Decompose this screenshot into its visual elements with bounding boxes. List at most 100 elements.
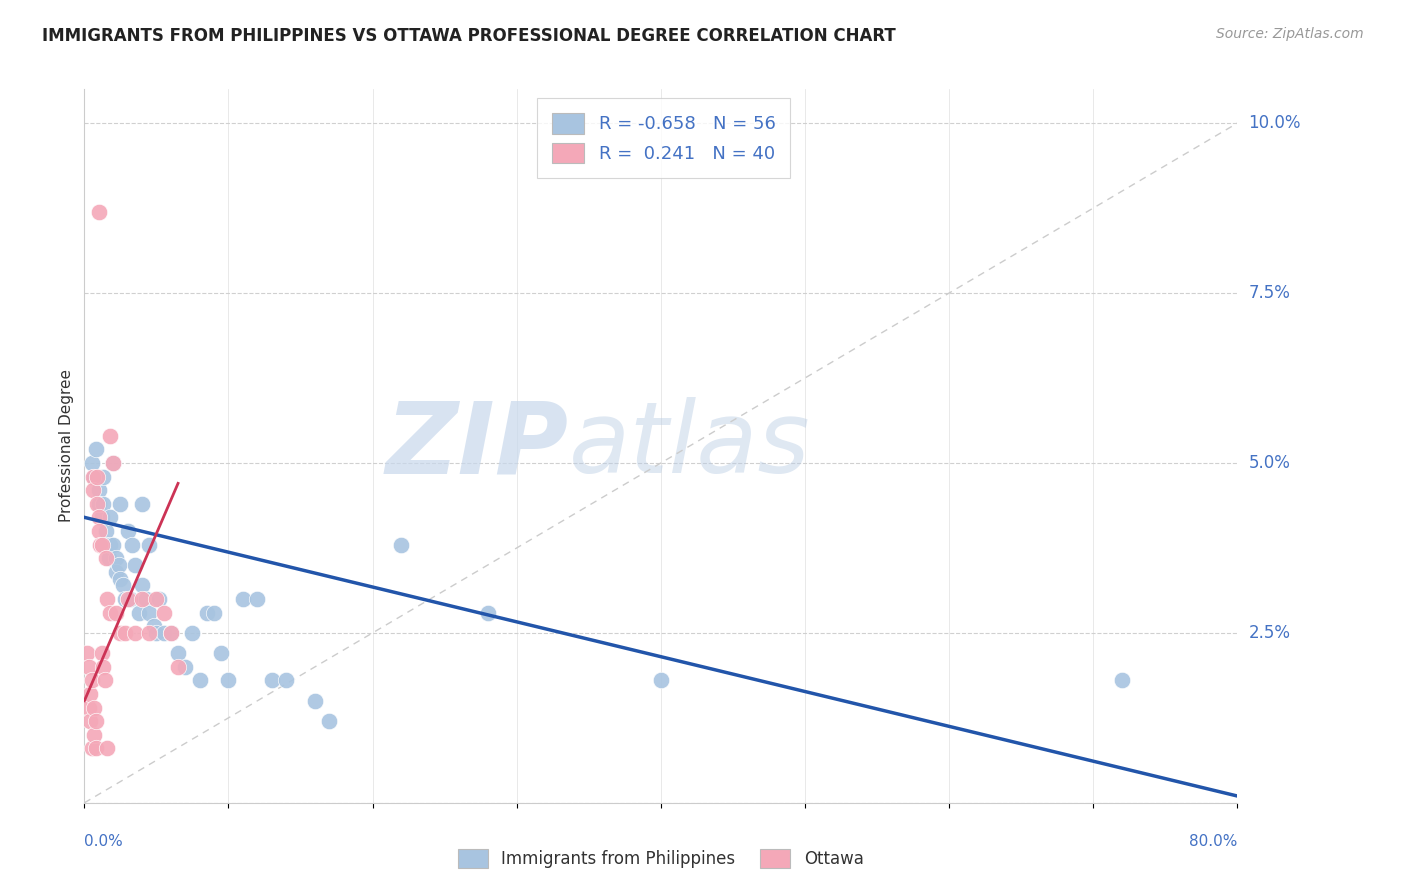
Point: [117, 591, 139, 606]
Point: [148, 591, 170, 606]
Point: [98, 510, 121, 524]
Point: [195, 606, 218, 620]
Point: [79, 687, 101, 701]
Point: [114, 591, 136, 606]
Point: [77, 700, 100, 714]
Point: [167, 646, 190, 660]
Point: [138, 606, 160, 620]
Point: [87, 524, 110, 538]
Point: [94, 524, 117, 538]
Point: [84, 714, 107, 729]
Legend: R = -0.658   N = 56, R =  0.241   N = 40: R = -0.658 N = 56, R = 0.241 N = 40: [537, 98, 790, 178]
Point: [112, 578, 135, 592]
Point: [117, 591, 139, 606]
Point: [83, 700, 105, 714]
Point: [98, 429, 121, 443]
Point: [83, 728, 105, 742]
Point: [477, 606, 499, 620]
Point: [232, 591, 254, 606]
Point: [124, 558, 146, 572]
Point: [120, 591, 142, 606]
Point: [84, 442, 107, 457]
Point: [160, 626, 183, 640]
Legend: Immigrants from Philippines, Ottawa: Immigrants from Philippines, Ottawa: [451, 842, 870, 875]
Point: [82, 469, 104, 483]
Point: [117, 524, 139, 538]
Point: [209, 646, 232, 660]
Point: [114, 626, 136, 640]
Point: [86, 497, 108, 511]
Point: [246, 591, 269, 606]
Point: [260, 673, 283, 688]
Point: [82, 483, 104, 498]
Point: [217, 673, 239, 688]
Point: [152, 606, 174, 620]
Point: [145, 626, 167, 640]
Point: [84, 741, 107, 756]
Text: 2.5%: 2.5%: [1249, 624, 1291, 642]
Point: [87, 204, 110, 219]
Point: [110, 572, 132, 586]
Point: [181, 626, 204, 640]
Point: [128, 606, 150, 620]
Point: [650, 673, 672, 688]
Point: [138, 626, 160, 640]
Point: [86, 469, 108, 483]
Point: [91, 497, 114, 511]
Point: [131, 497, 153, 511]
Point: [93, 673, 115, 688]
Text: atlas: atlas: [568, 398, 810, 494]
Point: [94, 551, 117, 566]
Point: [105, 565, 128, 579]
Text: 7.5%: 7.5%: [1249, 284, 1291, 302]
Text: IMMIGRANTS FROM PHILIPPINES VS OTTAWA PROFESSIONAL DEGREE CORRELATION CHART: IMMIGRANTS FROM PHILIPPINES VS OTTAWA PR…: [42, 27, 896, 45]
Point: [105, 606, 128, 620]
Point: [108, 558, 131, 572]
Point: [76, 646, 98, 660]
Point: [110, 497, 132, 511]
Point: [304, 694, 326, 708]
Point: [77, 660, 100, 674]
Point: [87, 510, 110, 524]
Point: [274, 673, 298, 688]
Point: [91, 469, 114, 483]
Point: [98, 537, 121, 551]
Point: [90, 510, 112, 524]
Point: [89, 537, 111, 551]
Point: [96, 741, 118, 756]
Point: [121, 537, 143, 551]
Point: [83, 469, 105, 483]
Point: [131, 591, 153, 606]
Point: [79, 714, 101, 729]
Point: [152, 626, 174, 640]
Text: Source: ZipAtlas.com: Source: ZipAtlas.com: [1216, 27, 1364, 41]
Point: [97, 551, 120, 566]
Point: [94, 537, 117, 551]
Text: 10.0%: 10.0%: [1249, 114, 1301, 132]
Text: ZIP: ZIP: [385, 398, 568, 494]
Point: [103, 456, 124, 470]
Text: 80.0%: 80.0%: [1189, 834, 1237, 849]
Point: [90, 537, 112, 551]
Point: [124, 626, 146, 640]
Point: [80, 741, 103, 756]
Point: [318, 714, 340, 729]
Point: [105, 551, 128, 566]
Text: 0.0%: 0.0%: [84, 834, 124, 849]
Point: [142, 619, 165, 633]
Point: [103, 456, 124, 470]
Point: [174, 660, 197, 674]
Text: 5.0%: 5.0%: [1249, 454, 1291, 472]
Point: [96, 591, 118, 606]
Point: [103, 537, 124, 551]
Point: [1111, 673, 1133, 688]
Point: [138, 537, 160, 551]
Point: [98, 606, 121, 620]
Point: [391, 537, 413, 551]
Point: [135, 591, 157, 606]
Point: [90, 646, 112, 660]
Point: [91, 660, 114, 674]
Point: [167, 660, 190, 674]
Point: [80, 456, 103, 470]
Point: [80, 673, 103, 688]
